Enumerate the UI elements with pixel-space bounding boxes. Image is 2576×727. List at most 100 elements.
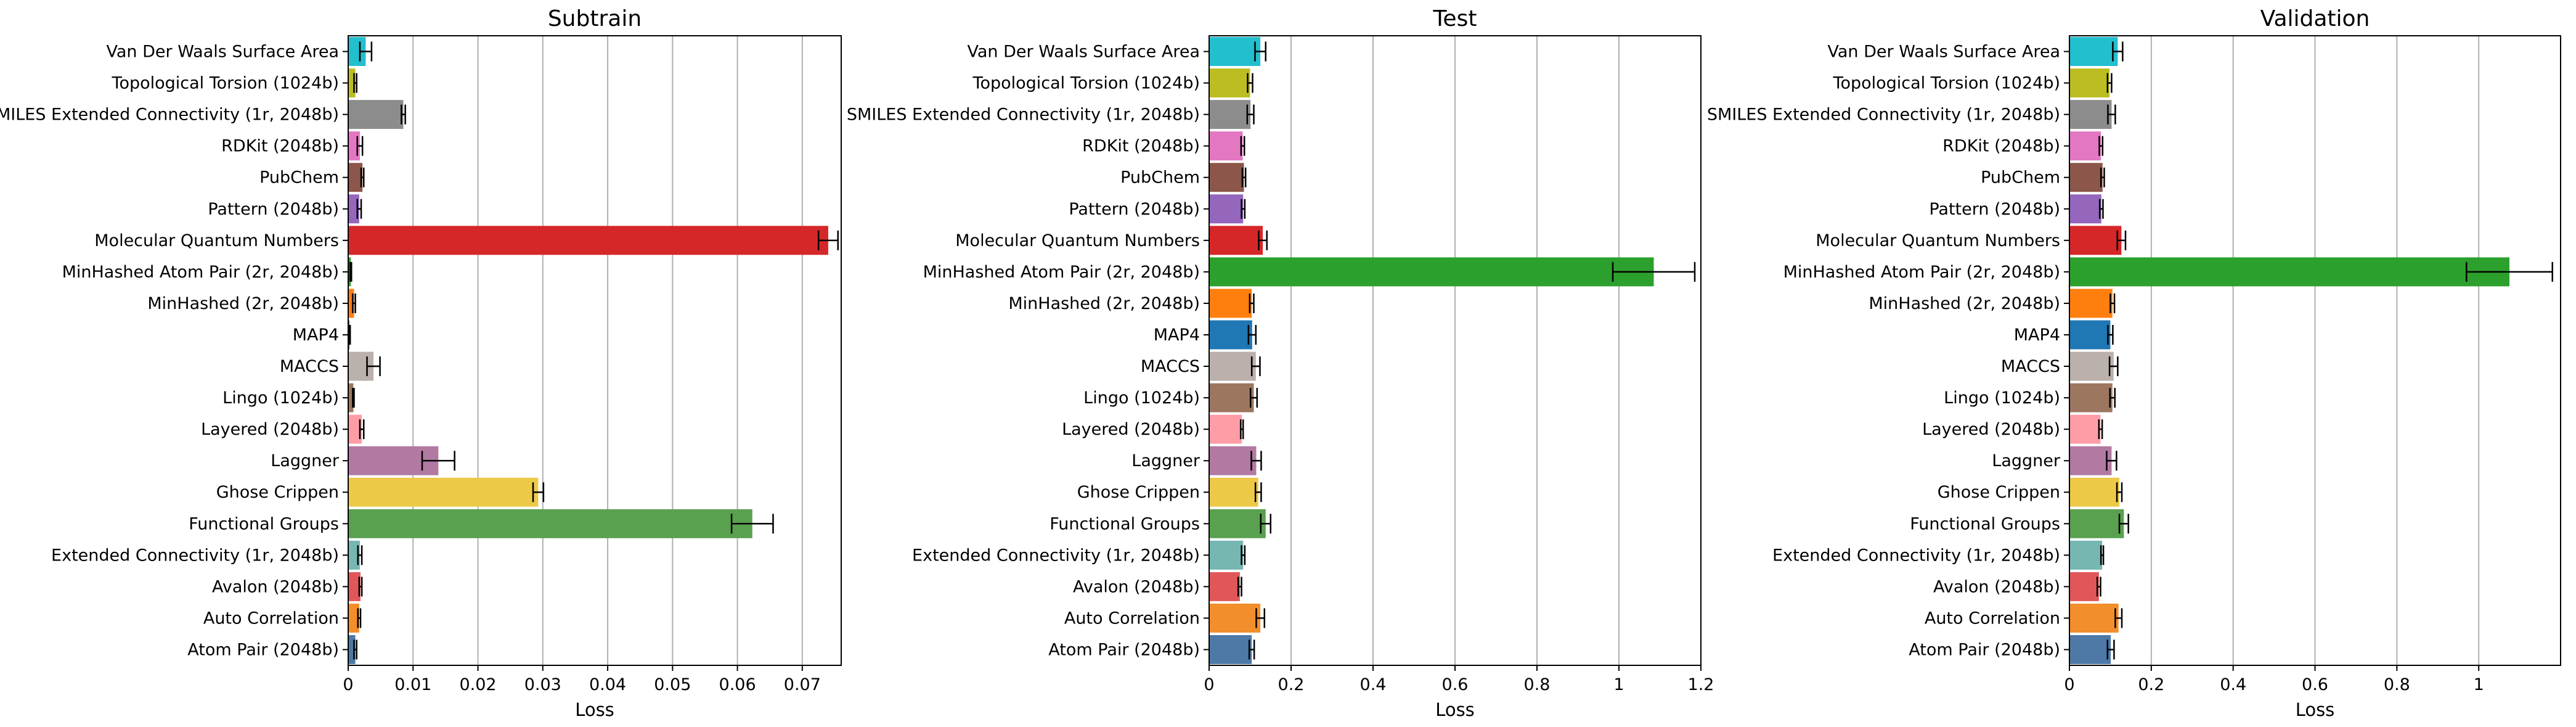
bar — [1209, 635, 1252, 664]
bar — [348, 477, 539, 507]
x-tick-label: 0.4 — [2220, 675, 2246, 694]
x-tick-label: 0.02 — [459, 675, 496, 694]
y-tick-label: Extended Connectivity (1r, 2048b) — [912, 546, 1200, 565]
y-tick-label: Van Der Waals Surface Area — [1828, 43, 2061, 62]
bar — [348, 68, 356, 98]
bar — [348, 572, 361, 601]
x-tick-label: 0 — [2064, 675, 2074, 694]
y-tick-label: Molecular Quantum Numbers — [94, 231, 339, 250]
y-tick-label: Functional Groups — [1910, 514, 2060, 533]
y-tick-label: Van Der Waals Surface Area — [107, 43, 340, 62]
x-tick-label: 1 — [2474, 675, 2484, 694]
y-tick-label: Ghose Crippen — [1938, 483, 2060, 502]
y-tick-label: PubChem — [1120, 168, 1200, 187]
bar — [1209, 163, 1244, 192]
bar — [2069, 509, 2124, 538]
y-tick-label: Molecular Quantum Numbers — [1816, 231, 2060, 250]
x-tick-label: 1.2 — [1688, 675, 1714, 694]
bar — [1209, 603, 1261, 633]
bar — [1209, 194, 1244, 224]
bar — [2069, 603, 2119, 633]
y-tick-label: Pattern (2048b) — [1929, 200, 2060, 219]
x-tick-label: 0.01 — [394, 675, 431, 694]
bar — [348, 414, 362, 444]
y-tick-label: PubChem — [1981, 168, 2060, 187]
bar — [2069, 414, 2101, 444]
y-tick-label: Lingo (1024b) — [222, 388, 339, 408]
y-tick-label: SMILES Extended Connectivity (1r, 2048b) — [847, 105, 1200, 125]
y-tick-label: Functional Groups — [189, 514, 339, 533]
x-tick-label: 0.4 — [1360, 675, 1387, 694]
y-tick-label: Lingo (1024b) — [1083, 388, 1200, 408]
bar — [1209, 100, 1251, 129]
bar — [1209, 477, 1258, 507]
y-tick-label: Ghose Crippen — [216, 483, 339, 502]
y-tick-label: MACCS — [1141, 357, 1200, 376]
y-tick-label: Topological Torsion (1024b) — [1833, 74, 2060, 93]
bar — [2069, 163, 2103, 192]
y-tick-label: Atom Pair (2048b) — [1048, 640, 1200, 659]
bar — [348, 603, 359, 633]
bar — [2069, 131, 2101, 161]
y-tick-label: Pattern (2048b) — [208, 200, 339, 219]
y-tick-label: MinHashed (2r, 2048b) — [147, 294, 339, 313]
x-tick-label: 0 — [1204, 675, 1214, 694]
panel-test: Van Der Waals Surface Area Topological To… — [847, 6, 1714, 720]
y-tick-label: Layered (2048b) — [201, 420, 339, 439]
y-tick-label: MACCS — [280, 357, 339, 376]
bar — [1209, 446, 1257, 475]
x-axis-label: Loss — [2296, 699, 2335, 720]
bar — [2069, 351, 2114, 381]
y-tick-label: Topological Torsion (1024b) — [112, 74, 339, 93]
x-tick-label: 0.2 — [2138, 675, 2164, 694]
bar — [348, 540, 360, 570]
y-tick-label: MAP4 — [293, 326, 339, 345]
y-tick-label: Avalon (2048b) — [1073, 577, 1200, 596]
x-tick-label: 0 — [343, 675, 353, 694]
bar — [1209, 572, 1240, 601]
bar — [2069, 194, 2101, 224]
y-tick-label: Laggner — [1131, 451, 1200, 470]
y-tick-label: Auto Correlation — [1925, 609, 2060, 628]
bar — [2069, 100, 2112, 129]
bar — [348, 100, 404, 129]
x-tick-label: 0.8 — [1524, 675, 1551, 694]
bar — [2069, 226, 2122, 255]
y-tick-label: Avalon (2048b) — [212, 577, 339, 596]
y-tick-label: MinHashed (2r, 2048b) — [1869, 294, 2060, 313]
bar — [1209, 414, 1242, 444]
y-tick-label: Atom Pair (2048b) — [1909, 640, 2060, 659]
y-tick-label: Molecular Quantum Numbers — [955, 231, 1200, 250]
bar — [348, 226, 828, 255]
x-tick-label: 0.07 — [784, 675, 821, 694]
bar — [1209, 37, 1261, 67]
x-tick-label: 0.03 — [524, 675, 561, 694]
x-axis-label: Loss — [575, 699, 614, 720]
x-tick-label: 0.04 — [589, 675, 626, 694]
y-tick-label: Topological Torsion (1024b) — [972, 74, 1200, 93]
bar — [1209, 289, 1252, 318]
y-tick-label: Atom Pair (2048b) — [187, 640, 339, 659]
bar — [1209, 320, 1252, 350]
bar — [1209, 351, 1256, 381]
y-tick-label: MAP4 — [2014, 326, 2060, 345]
bar — [348, 635, 356, 664]
bar — [2069, 68, 2110, 98]
y-tick-label: Layered (2048b) — [1922, 420, 2060, 439]
x-tick-label: 0.05 — [654, 675, 691, 694]
y-tick-label: Auto Correlation — [203, 609, 339, 628]
bar — [2069, 540, 2103, 570]
x-tick-label: 0.06 — [719, 675, 756, 694]
y-tick-label: Auto Correlation — [1064, 609, 1200, 628]
y-tick-label: Layered (2048b) — [1062, 420, 1200, 439]
y-tick-label: MinHashed Atom Pair (2r, 2048b) — [62, 263, 339, 282]
bar — [348, 194, 359, 224]
x-axis-label: Loss — [1435, 699, 1475, 720]
bar — [348, 383, 354, 413]
bar — [1209, 226, 1263, 255]
chart-title: Test — [1433, 6, 1477, 31]
bar — [1209, 257, 1654, 287]
x-tick-label: 0.6 — [2302, 675, 2328, 694]
bar — [348, 163, 363, 192]
